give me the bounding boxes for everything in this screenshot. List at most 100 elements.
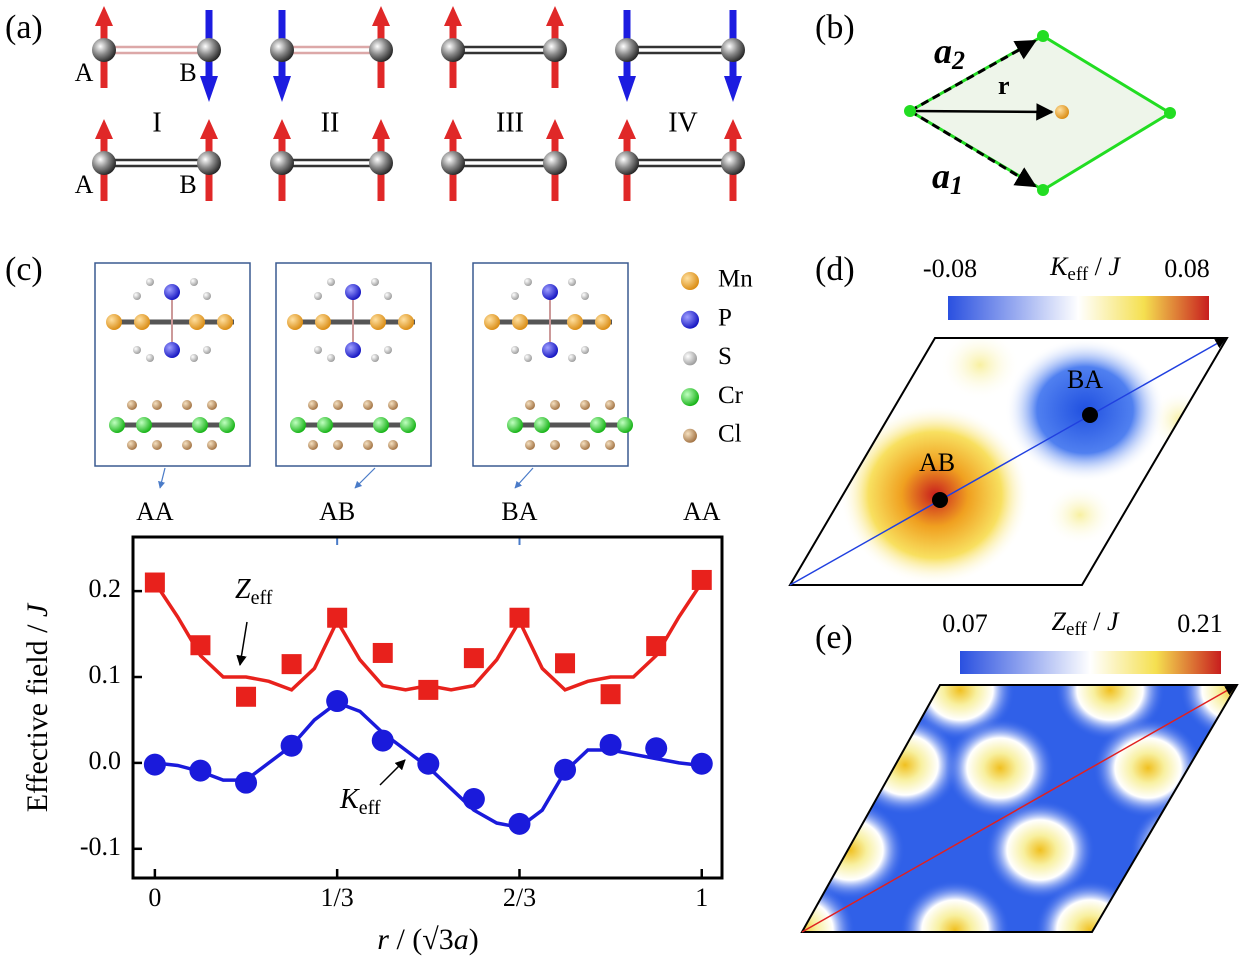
legend-marker: [681, 388, 699, 407]
legend-marker: [681, 272, 699, 290]
atom: [580, 400, 590, 410]
spin-head: [618, 119, 636, 139]
atom: [567, 314, 583, 330]
atom: [511, 292, 519, 300]
label-part: a: [454, 923, 469, 956]
panel-label: (e): [815, 619, 853, 656]
panel-labels: (a) (b) (c) (d) (e): [5, 9, 855, 656]
t: eff: [1067, 264, 1088, 285]
cell-border: [788, 337, 1229, 586]
point: [189, 759, 212, 782]
vector-a2: [909, 39, 1037, 113]
t: Z: [1052, 607, 1067, 636]
heatmap: [802, 685, 1237, 932]
atom: [314, 346, 322, 354]
atom: [550, 400, 560, 410]
heat-spot: [985, 800, 1095, 900]
atom: [317, 417, 333, 433]
atom: [136, 417, 152, 433]
annotation-sub: eff: [251, 587, 273, 609]
atom: [524, 278, 532, 286]
t: J: [1108, 252, 1121, 281]
legend-label: S: [718, 343, 732, 370]
annotation-sub: eff: [359, 797, 381, 819]
atom: [384, 346, 392, 354]
panel-d: -0.08 0.08 Keff / J BA AB: [788, 252, 1229, 586]
y-tick-label: -0.1: [80, 832, 121, 861]
point: [554, 758, 577, 781]
panel-label: (a): [5, 9, 43, 46]
vector-label: a1: [932, 156, 963, 200]
site-label: A: [75, 58, 94, 87]
point: [327, 607, 348, 628]
config-label: II: [321, 107, 340, 138]
spin-head: [372, 6, 390, 26]
atom: [190, 354, 198, 362]
path-line: [789, 338, 1226, 586]
atom: [333, 440, 343, 450]
atom: [525, 400, 535, 410]
atom: [595, 314, 611, 330]
panel-label: (d): [815, 251, 855, 288]
atom: [369, 38, 393, 62]
legend-marker: [683, 428, 697, 443]
atom: [207, 440, 217, 450]
point: [143, 753, 166, 776]
point: [462, 787, 485, 810]
atom: [441, 38, 465, 62]
label-part: / (√3: [389, 923, 454, 956]
vector-label: r: [998, 71, 1010, 100]
panel-e: 0.07 0.21 Zeff / J: [800, 607, 1239, 933]
atom: [290, 417, 306, 433]
atom: [398, 314, 414, 330]
stacking-label: AA: [136, 497, 174, 526]
atom: [1055, 105, 1069, 119]
point: [646, 636, 667, 657]
spin-head: [546, 119, 564, 139]
spin-head: [372, 119, 390, 139]
legend-label: P: [718, 304, 732, 331]
heat-spot: [802, 800, 905, 900]
legend-label: Cl: [718, 421, 742, 448]
vertex: [1037, 184, 1049, 196]
structures: Mn PS Cr Cl: [94, 262, 753, 489]
atom: [152, 400, 162, 410]
heat-spot: [802, 880, 855, 932]
point-label: BA: [1067, 365, 1103, 394]
atom: [190, 278, 198, 286]
atom: [615, 38, 639, 62]
atom: [345, 342, 361, 358]
atom: [441, 151, 465, 175]
legend-label: Cr: [718, 382, 744, 409]
y-tick-label: 0.1: [89, 660, 122, 689]
atom: [388, 440, 398, 450]
atom: [371, 278, 379, 286]
heat-spot: [850, 715, 960, 815]
atom: [315, 314, 331, 330]
cell-border: [800, 684, 1239, 933]
atom: [219, 417, 235, 433]
stacking-label: BA: [501, 497, 537, 526]
pointer: [354, 467, 376, 489]
atom: [581, 292, 589, 300]
site-label: A: [75, 170, 94, 199]
atom: [197, 38, 221, 62]
atom: [152, 440, 162, 450]
atom: [197, 151, 221, 175]
atom: [146, 354, 154, 362]
point: [463, 648, 484, 669]
atom: [605, 400, 615, 410]
atom: [511, 346, 519, 354]
atom: [134, 314, 150, 330]
annotation-main: Z: [235, 574, 251, 605]
x-tick-label: 1: [695, 883, 708, 912]
atom: [127, 440, 137, 450]
atom: [203, 292, 211, 300]
atom: [484, 314, 500, 330]
atom: [164, 284, 180, 300]
annotation: Zeff: [235, 574, 273, 608]
atom: [146, 278, 154, 286]
y-tick-label: 0.2: [89, 574, 122, 603]
annotation-arrow: [236, 621, 248, 667]
atom: [400, 417, 416, 433]
